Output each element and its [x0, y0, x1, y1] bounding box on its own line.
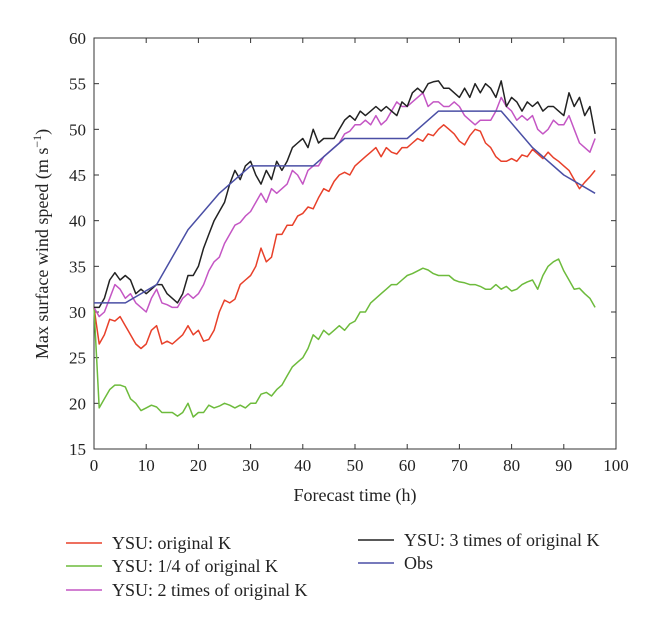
x-tick-label: 50 [347, 456, 364, 475]
series-line-2 [93, 92, 596, 318]
x-tick-label: 80 [503, 456, 520, 475]
series-line-0 [93, 124, 596, 350]
x-tick-label: 60 [399, 456, 416, 475]
y-tick-label: 45 [69, 166, 86, 185]
series-line-3 [94, 80, 596, 309]
y-tick-label: 40 [69, 212, 86, 231]
legend-label: YSU: 3 times of original K [404, 530, 600, 550]
x-tick-label: 10 [138, 456, 155, 475]
series-line-1 [93, 258, 596, 418]
y-axis-label: Max surface wind speed (m s−1) [30, 129, 53, 359]
legend: YSU: original K YSU: 1/4 of original K YSU… [66, 530, 600, 600]
y-tick-label: 50 [69, 120, 86, 139]
y-tick-label: 30 [69, 303, 86, 322]
y-tick-label: 60 [69, 29, 86, 48]
y-tick-label: 35 [69, 257, 86, 276]
series-line-4 [94, 110, 596, 304]
x-tick-label: 0 [90, 456, 99, 475]
x-tick-label: 70 [451, 456, 468, 475]
x-axis-label: Forecast time (h) [294, 485, 417, 506]
axis-ticks: 0 10 20 30 40 50 60 70 80 90 100 15 20 25 30 35 40 45 50 55… [69, 29, 629, 475]
x-tick-label: 30 [242, 456, 259, 475]
legend-label: YSU: 1/4 of original K [112, 556, 278, 576]
y-tick-label: 20 [69, 394, 86, 413]
y-tick-label: 55 [69, 75, 86, 94]
series-lines [93, 80, 596, 418]
x-tick-label: 90 [555, 456, 572, 475]
plot-frame [93, 37, 617, 450]
legend-label: YSU: 2 times of original K [112, 580, 308, 600]
legend-label: Obs [404, 553, 433, 573]
x-tick-label: 40 [294, 456, 311, 475]
x-tick-label: 20 [190, 456, 207, 475]
legend-label: YSU: original K [112, 533, 231, 553]
y-tick-label: 25 [69, 349, 86, 368]
y-tick-label: 15 [69, 440, 86, 459]
x-tick-label: 100 [603, 456, 629, 475]
